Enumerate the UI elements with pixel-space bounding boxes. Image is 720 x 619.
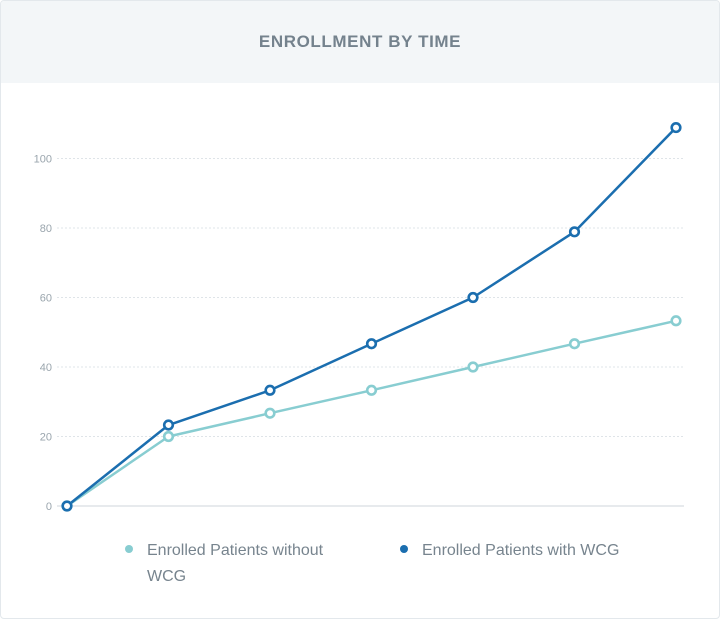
legend-marker-without-wcg <box>125 545 133 553</box>
data-point-with-wcg-5 <box>568 226 581 238</box>
data-point-with-wcg-4 <box>467 291 479 304</box>
data-point-with-wcg-2 <box>264 384 276 396</box>
series-line-with-wcg <box>65 126 678 508</box>
chart-title: ENROLLMENT BY TIME <box>258 32 462 51</box>
y-tick-label-100: 100 <box>34 154 52 166</box>
legend-label-without-wcg: Enrolled Patients without WCG <box>147 542 324 585</box>
data-point-with-wcg-6 <box>670 121 682 134</box>
card-header: ENROLLMENT BY TIME <box>1 1 719 83</box>
data-point-without-wcg-1 <box>162 430 175 443</box>
y-tick-label-60: 60 <box>40 293 52 305</box>
data-point-without-wcg-2 <box>264 407 276 419</box>
legend-item-without-wcg[interactable]: Enrolled Patients without WCG <box>125 538 365 590</box>
legend-label-with-wcg: Enrolled Patients with WCG <box>422 542 620 559</box>
data-point-without-wcg-3 <box>365 384 378 396</box>
y-tick-label-40: 40 <box>40 362 52 374</box>
data-point-with-wcg-0 <box>61 500 73 512</box>
legend-item-with-wcg[interactable]: Enrolled Patients with WCG <box>400 538 620 564</box>
data-point-without-wcg-4 <box>467 361 479 373</box>
legend-marker-with-wcg <box>400 545 408 553</box>
data-point-with-wcg-1 <box>162 419 175 431</box>
y-tick-label-0: 0 <box>46 501 52 513</box>
data-point-without-wcg-5 <box>568 338 581 350</box>
data-point-without-wcg-6 <box>670 315 682 327</box>
y-tick-label-20: 20 <box>40 432 52 444</box>
y-tick-label-80: 80 <box>40 223 52 235</box>
data-point-with-wcg-3 <box>365 338 378 350</box>
